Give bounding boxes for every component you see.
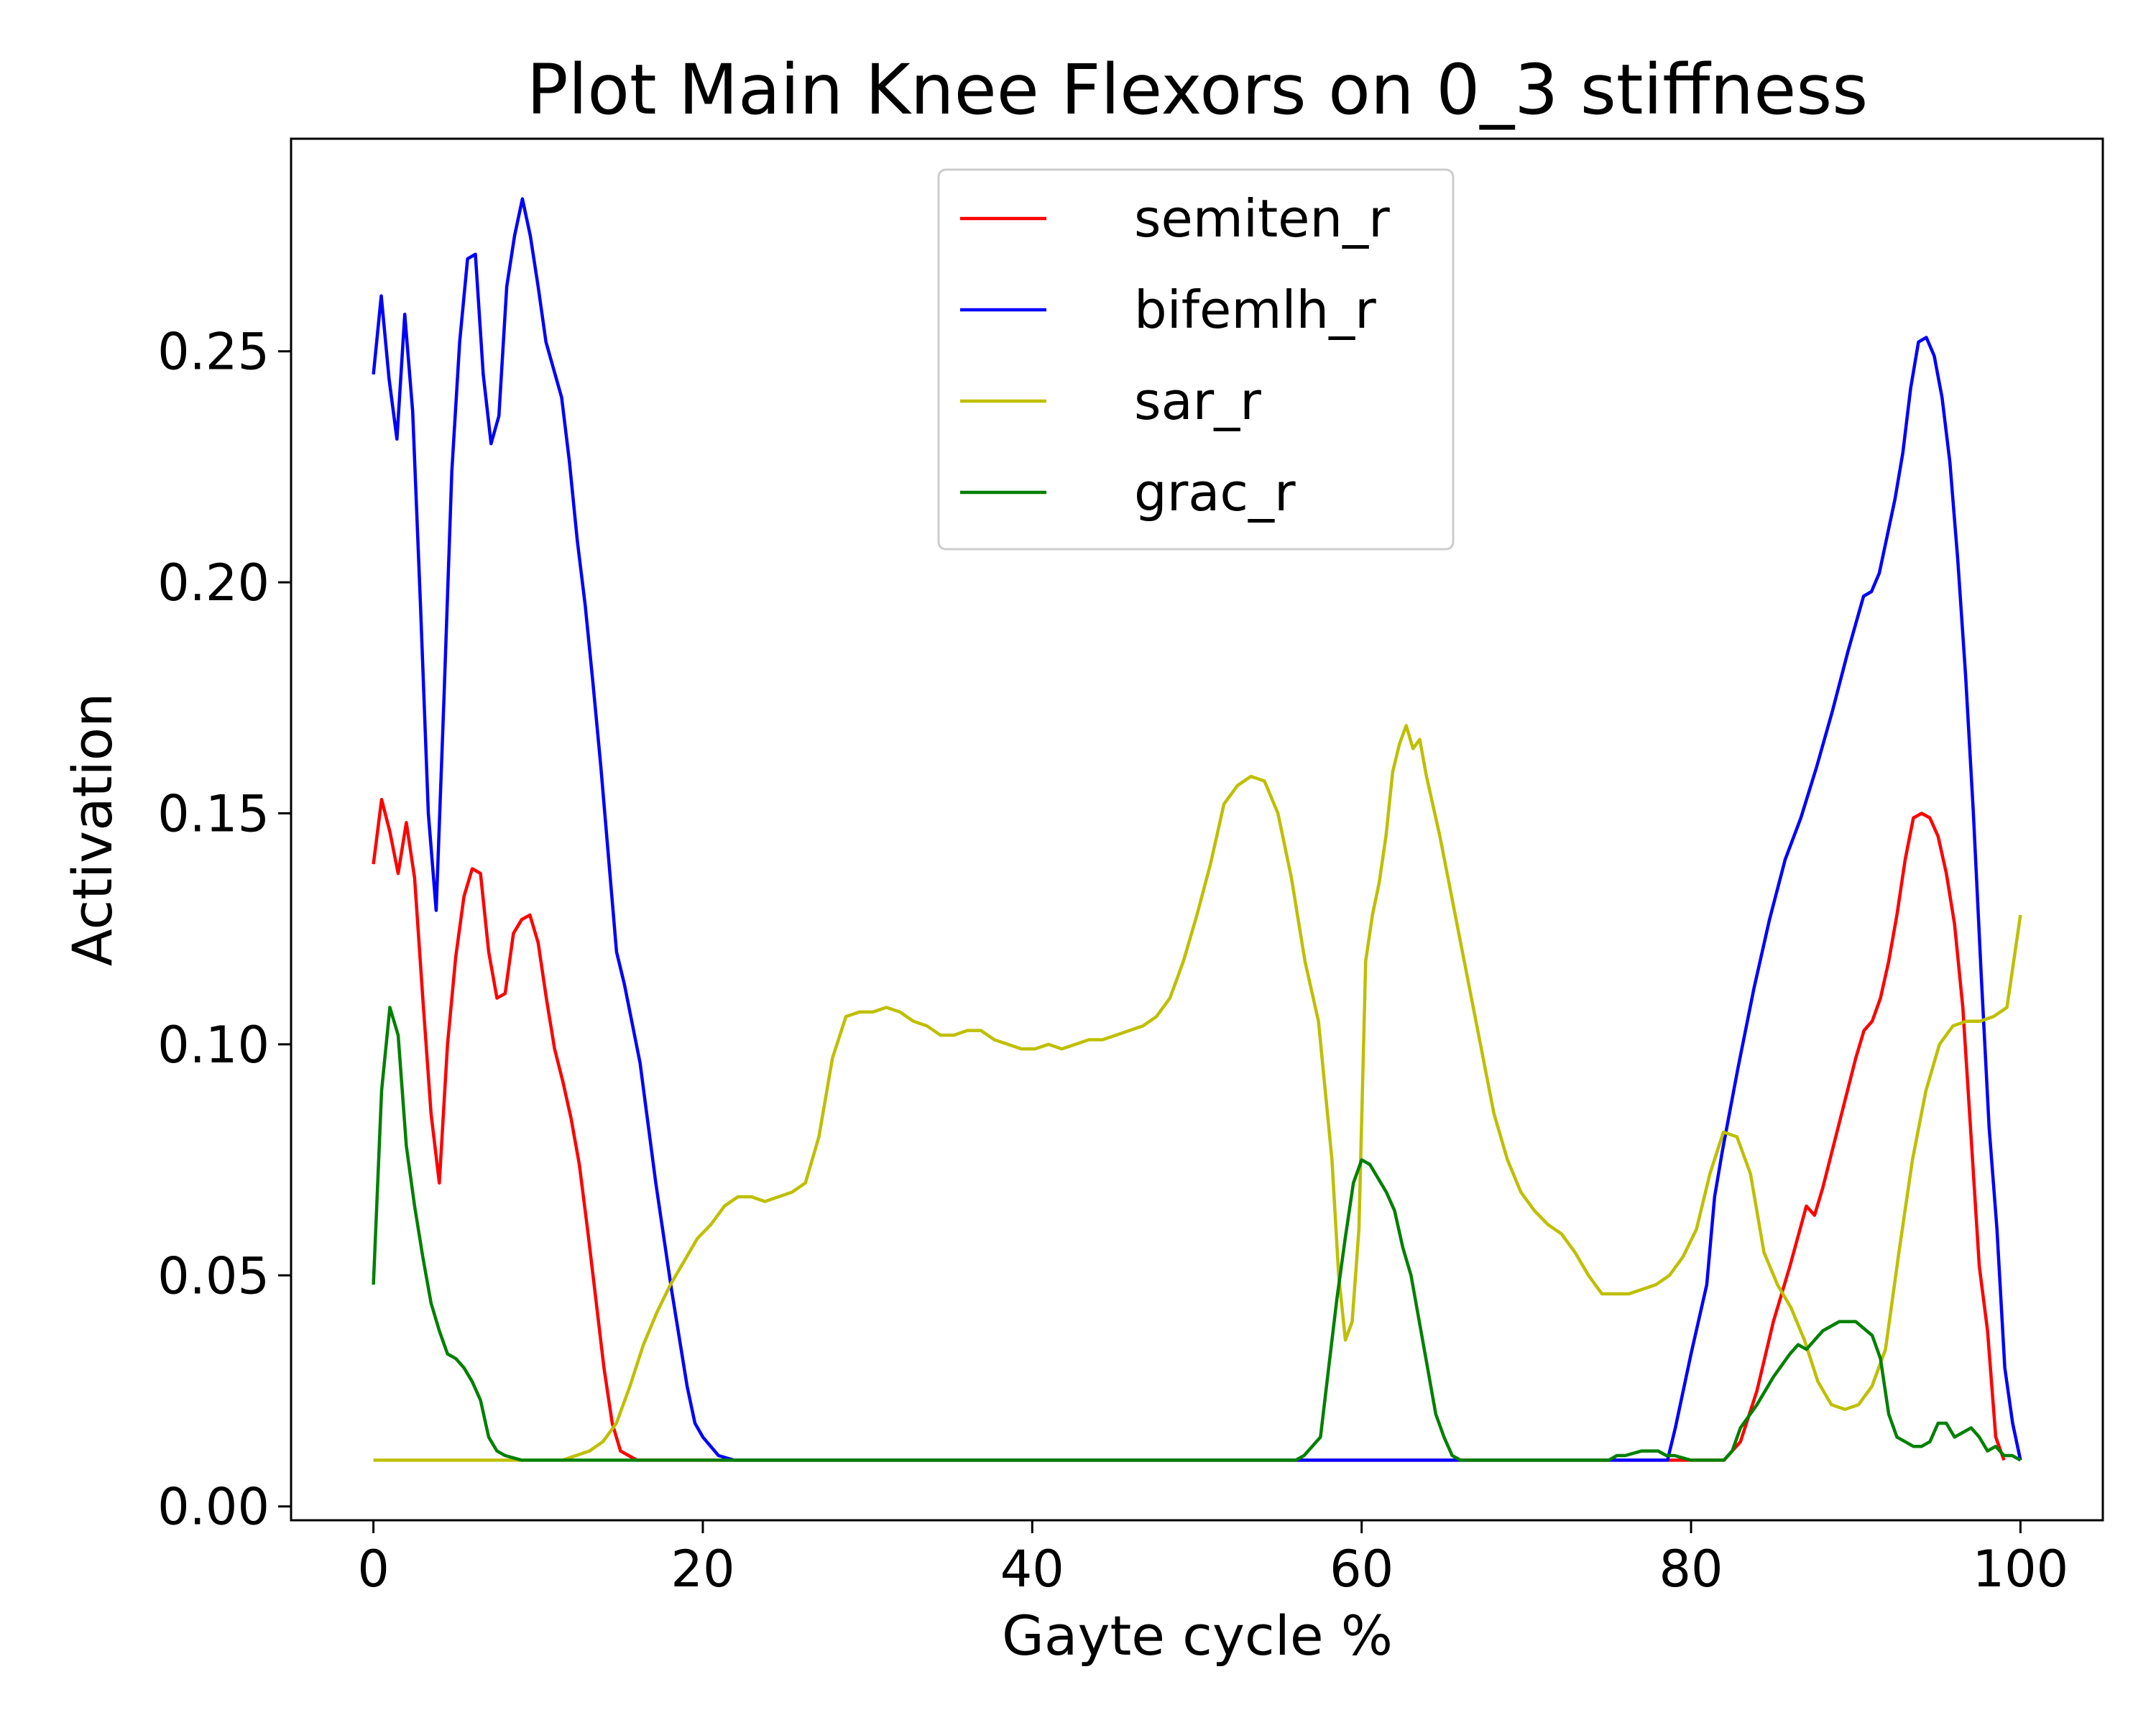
legend-label-semiten-r: semiten_r (1134, 188, 1390, 249)
series-layer (372, 197, 2022, 1462)
y-tick-label: 0.25 (157, 323, 270, 382)
x-tick-label: 80 (1659, 1540, 1723, 1599)
legend-label-bifemlh-r: bifemlh_r (1134, 280, 1376, 340)
legend: semiten_r bifemlh_r sar_r grac_r (937, 168, 1455, 551)
y-tick-label: 0.05 (157, 1246, 270, 1305)
legend-frame (937, 168, 1455, 551)
y-axis: 0.00 0.05 0.10 0.15 0.20 0.25 (157, 323, 291, 1537)
x-axis: 0 20 40 60 80 100 (357, 1520, 2068, 1599)
y-axis-label: Activation (60, 693, 124, 966)
chart-title: Plot Main Knee Flexors on 0_3 stiffness (527, 50, 1869, 130)
x-tick-label: 100 (1973, 1540, 2069, 1599)
series-line-sar-r (373, 724, 2022, 1462)
x-tick-label: 0 (357, 1540, 390, 1599)
plot-frame (290, 137, 2104, 1522)
y-tick-label: 0.15 (157, 785, 270, 844)
x-axis-label: Gayte cycle % (1002, 1604, 1393, 1668)
x-tick-label: 40 (1000, 1540, 1064, 1599)
series-line-semiten-r (372, 797, 2006, 1462)
series-line-grac-r (372, 1006, 2022, 1462)
y-tick-label: 0.20 (157, 553, 270, 612)
x-tick-label: 60 (1330, 1540, 1393, 1599)
legend-label-grac-r: grac_r (1134, 462, 1296, 523)
y-tick-label: 0.00 (157, 1478, 270, 1537)
x-tick-label: 20 (671, 1540, 734, 1599)
y-tick-label: 0.10 (157, 1016, 270, 1075)
legend-label-sar-r: sar_r (1134, 371, 1261, 431)
series-line-bifemlh-r (372, 197, 2022, 1462)
